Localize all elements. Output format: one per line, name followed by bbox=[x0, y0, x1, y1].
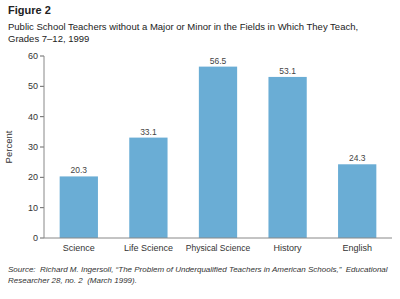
title-line: Grades 7–12, 1999 bbox=[8, 33, 89, 44]
y-axis-line bbox=[44, 56, 45, 238]
y-tick bbox=[40, 238, 44, 239]
title-line: Public School Teachers without a Major o… bbox=[8, 21, 358, 32]
x-axis-line bbox=[44, 238, 392, 239]
y-tick-label: 30 bbox=[28, 142, 38, 152]
page: {"chart_data": {"type": "bar", "title": … bbox=[0, 0, 400, 299]
data-label: 33.1 bbox=[140, 127, 157, 137]
chart-svg: Figure 2 Public School Teachers without a… bbox=[0, 0, 400, 299]
x-tick-label: History bbox=[274, 243, 303, 253]
y-tick bbox=[40, 207, 44, 208]
source-note: Source: Richard M. Ingersoll, “The Probl… bbox=[8, 265, 388, 285]
y-tick-label: 40 bbox=[28, 112, 38, 122]
bars bbox=[60, 67, 377, 238]
y-tick-label: 10 bbox=[28, 203, 38, 213]
y-tick-label: 0 bbox=[33, 233, 38, 243]
y-tick-label: 60 bbox=[28, 51, 38, 61]
figure-label-line: Figure 2 bbox=[8, 4, 51, 16]
title: Public School Teachers without a Major o… bbox=[8, 21, 358, 44]
source-note-line: Source: Richard M. Ingersoll, “The Probl… bbox=[8, 265, 388, 274]
data-label: 24.3 bbox=[349, 153, 366, 163]
data-label: 20.3 bbox=[71, 165, 88, 175]
y-tick-label: 20 bbox=[28, 172, 38, 182]
y-tick bbox=[40, 86, 44, 87]
bar bbox=[60, 176, 98, 238]
x-tick-label: Physical Science bbox=[186, 243, 251, 253]
bar bbox=[199, 67, 237, 238]
x-tick-label: Life Science bbox=[124, 243, 173, 253]
y-tick bbox=[40, 177, 44, 178]
x-tick-label: English bbox=[342, 243, 372, 253]
bar bbox=[129, 138, 167, 238]
chart-container: Figure 2 Public School Teachers without a… bbox=[0, 0, 400, 299]
y-axis-label: Percent bbox=[3, 130, 14, 163]
y-tick bbox=[40, 116, 44, 117]
figure-label: Figure 2 bbox=[8, 4, 51, 16]
y-tick bbox=[40, 147, 44, 148]
bar bbox=[338, 164, 376, 238]
y-tick-label: 50 bbox=[28, 81, 38, 91]
x-tick-label: Science bbox=[63, 243, 95, 253]
y-tick bbox=[40, 56, 44, 57]
bar bbox=[268, 77, 306, 238]
data-label: 56.5 bbox=[210, 56, 227, 66]
source-note-line: Researcher 28, no. 2 (March 1999). bbox=[8, 276, 137, 285]
data-label: 53.1 bbox=[279, 66, 296, 76]
